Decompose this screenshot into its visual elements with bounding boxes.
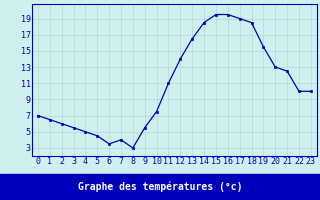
Text: Graphe des températures (°c): Graphe des températures (°c) xyxy=(78,182,242,192)
